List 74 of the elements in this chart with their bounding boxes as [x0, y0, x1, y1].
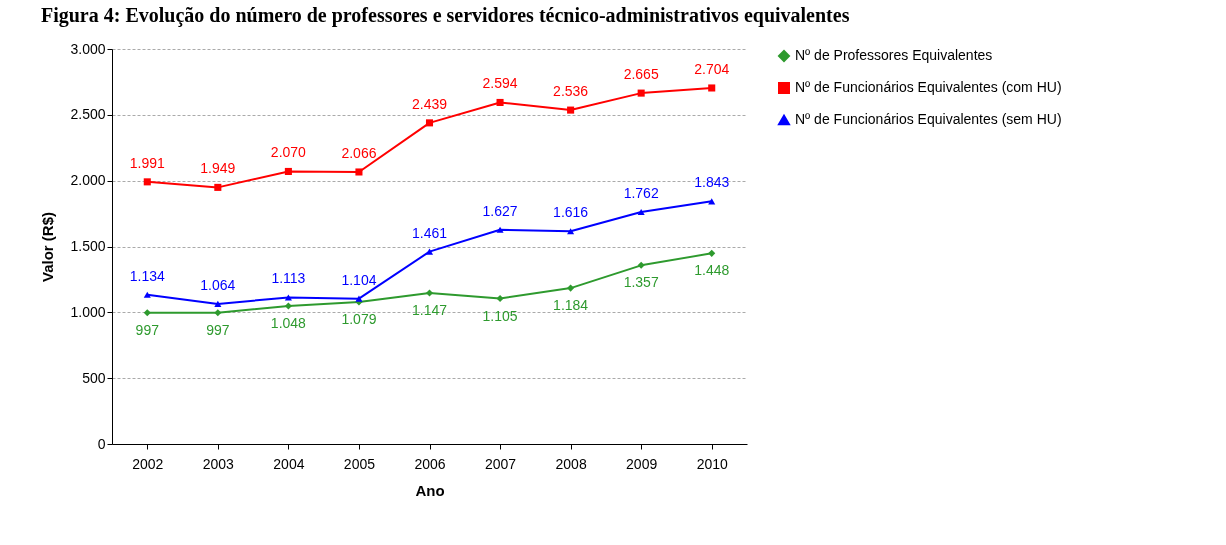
data-label: 2.066	[341, 144, 377, 161]
data-label: 1.105	[482, 307, 518, 324]
legend-label: Nº de Professores Equivalentes	[795, 47, 993, 63]
data-label: 1.448	[694, 262, 730, 279]
x-tick-label: 2004	[273, 455, 305, 472]
data-label: 1.616	[553, 204, 589, 221]
point	[355, 295, 363, 302]
data-label: 2.536	[553, 83, 589, 100]
y-tick-label: 1.500	[70, 238, 106, 254]
data-label: 1.079	[341, 310, 377, 327]
data-label: 1.134	[129, 267, 165, 284]
point	[284, 167, 292, 175]
data-label: 1.991	[129, 154, 165, 171]
point	[496, 226, 504, 233]
x-tick-label: 2002	[132, 455, 164, 472]
point	[214, 300, 222, 307]
data-label: 1.104	[341, 271, 377, 288]
point	[355, 168, 363, 176]
point	[425, 119, 434, 127]
point	[496, 294, 504, 303]
legend-label: Nº de Funcionários Equivalentes (sem HU)	[795, 111, 1062, 127]
point	[214, 309, 222, 317]
data-label: 2.439	[411, 95, 448, 112]
y-tick-label: 0	[97, 435, 106, 452]
data-label: 1.357	[623, 274, 659, 291]
point	[214, 183, 222, 191]
point	[567, 284, 575, 292]
data-label: 2.665	[623, 66, 659, 83]
x-tick-label: 2008	[555, 455, 587, 472]
data-label: 997	[135, 321, 160, 338]
data-label: 2.070	[270, 144, 307, 161]
data-label: 1.461	[411, 224, 448, 241]
point	[567, 228, 575, 235]
point	[143, 309, 151, 317]
x-tick-label: 2009	[626, 455, 658, 472]
data-label: 1.064	[200, 276, 236, 293]
x-axis-title: Ano	[415, 481, 445, 499]
data-label: 1.184	[553, 297, 589, 314]
data-label: 2.594	[482, 75, 518, 92]
point	[284, 302, 292, 310]
point	[637, 89, 645, 97]
point	[143, 178, 151, 186]
point	[425, 248, 434, 255]
x-tick-label: 2006	[414, 455, 446, 472]
point	[425, 289, 434, 297]
data-label: 2.704	[694, 60, 730, 77]
legend-label: Nº de Funcionários Equivalentes (com HU)	[795, 79, 1062, 95]
point	[143, 291, 151, 298]
x-tick-label: 2007	[484, 455, 517, 472]
data-label: 1.147	[411, 301, 448, 318]
x-tick-label: 2005	[343, 455, 376, 472]
data-label: 1.949	[200, 160, 236, 177]
point	[567, 106, 575, 114]
point	[284, 294, 292, 301]
data-label: 1.762	[623, 185, 659, 201]
point	[637, 208, 645, 216]
point	[496, 98, 504, 106]
x-tick-label: 2003	[202, 455, 235, 472]
point	[637, 261, 645, 269]
data-label: 997	[206, 321, 230, 338]
y-tick-label: 2.500	[70, 106, 106, 123]
chart-title: Figura 4: Evolução do número de professores e servidores técnico-administrativos equivalentes	[40, 4, 850, 27]
y-tick-label: 1.000	[70, 303, 106, 320]
point	[708, 84, 716, 92]
x-tick-label: 2010	[696, 455, 728, 472]
y-axis-title: Valor (R$)	[39, 211, 57, 283]
data-label: 1.627	[482, 202, 518, 219]
data-label: 1.113	[271, 270, 306, 287]
y-tick-label: 2.000	[70, 172, 106, 189]
y-tick-label: 3.000	[70, 40, 106, 57]
data-label: 1.843	[694, 174, 730, 191]
y-tick-label: 500	[82, 369, 106, 386]
data-label: 1.048	[270, 315, 307, 332]
point	[708, 249, 716, 257]
